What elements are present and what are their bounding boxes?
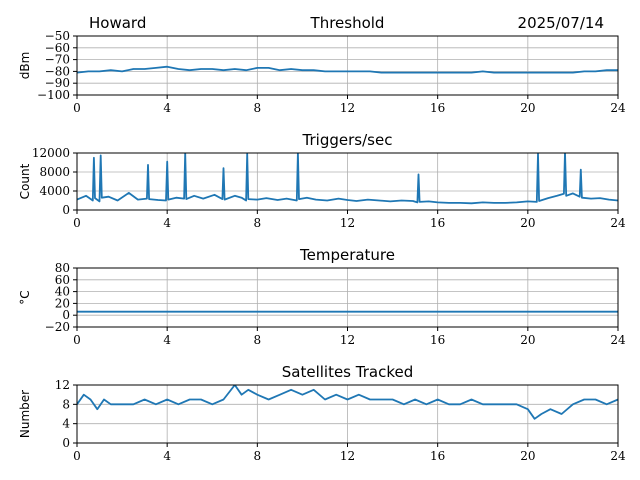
x-tick-label: 24 [610, 333, 626, 347]
y-tick-label: −80 [45, 64, 70, 78]
x-tick-label: 20 [520, 449, 535, 463]
x-tick-label: 8 [254, 333, 262, 347]
x-tick-label: 4 [163, 333, 171, 347]
y-tick-label: 8 [62, 397, 70, 411]
y-tick-label: 0 [62, 203, 70, 217]
x-tick-label: 16 [430, 101, 445, 115]
y-axis-label: Count [18, 163, 32, 199]
y-tick-label: 20 [55, 296, 70, 310]
y-tick-label: 80 [55, 261, 70, 275]
y-tick-label: 8000 [39, 165, 70, 179]
y-tick-label: −50 [45, 29, 70, 43]
x-tick-label: 12 [340, 333, 355, 347]
chart-title: Triggers/sec [302, 131, 393, 149]
x-tick-label: 16 [430, 449, 445, 463]
x-tick-label: 0 [73, 101, 81, 115]
chart-title: Satellites Tracked [282, 363, 413, 381]
y-tick-label: −100 [37, 88, 70, 102]
x-tick-label: 24 [610, 449, 626, 463]
x-tick-label: 4 [163, 101, 171, 115]
chart-panel-4: Satellites Tracked Number 0 4 8 12 16 20 24 0 4 8 12 [18, 363, 626, 463]
y-tick-label: 0 [62, 308, 70, 322]
y-tick-label: 12000 [32, 146, 70, 160]
chart-title: Threshold [310, 14, 385, 32]
x-tick-label: 8 [254, 101, 262, 115]
y-tick-label: −20 [45, 320, 70, 334]
y-axis-label: °C [18, 290, 32, 304]
x-tick-label: 12 [340, 216, 355, 230]
chart-title: Temperature [299, 246, 395, 264]
y-tick-label: 60 [55, 273, 70, 287]
x-tick-label: 20 [520, 101, 535, 115]
y-tick-label: 0 [62, 436, 70, 450]
y-axis-label: dBm [18, 52, 32, 80]
chart-panel-1: Threshold dBm 0 4 8 12 16 20 24 −100−90−80−70−60−… [18, 14, 626, 115]
series-line-1 [77, 65, 618, 74]
y-tick-label: 4000 [39, 184, 70, 198]
x-tick-label: 8 [254, 449, 262, 463]
y-tick-label: −60 [45, 41, 70, 55]
x-tick-label: 0 [73, 216, 81, 230]
x-tick-label: 0 [73, 333, 81, 347]
x-tick-label: 4 [163, 449, 171, 463]
y-tick-label: −70 [45, 53, 70, 67]
x-tick-label: 20 [520, 216, 535, 230]
y-tick-label: −90 [45, 76, 70, 90]
station-name: Howard [89, 14, 146, 32]
x-tick-label: 20 [520, 333, 535, 347]
series-line-1 [77, 385, 618, 420]
report-date: 2025/07/14 [518, 14, 604, 32]
x-tick-label: 12 [340, 101, 355, 115]
y-tick-label: 4 [62, 417, 70, 431]
x-tick-label: 12 [340, 449, 355, 463]
series-line-1 [77, 153, 618, 205]
x-tick-label: 16 [430, 216, 445, 230]
x-tick-label: 16 [430, 333, 445, 347]
y-tick-label: 40 [55, 285, 70, 299]
x-tick-label: 8 [254, 216, 262, 230]
x-tick-label: 4 [163, 216, 171, 230]
x-tick-label: 24 [610, 101, 626, 115]
x-tick-label: 24 [610, 216, 626, 230]
y-tick-label: 12 [55, 378, 70, 392]
chart-panel-2: Triggers/sec Count 0 4 8 12 16 20 24 0 4000 8000 120… [18, 131, 626, 230]
x-tick-label: 0 [73, 449, 81, 463]
y-axis-label: Number [18, 390, 32, 438]
